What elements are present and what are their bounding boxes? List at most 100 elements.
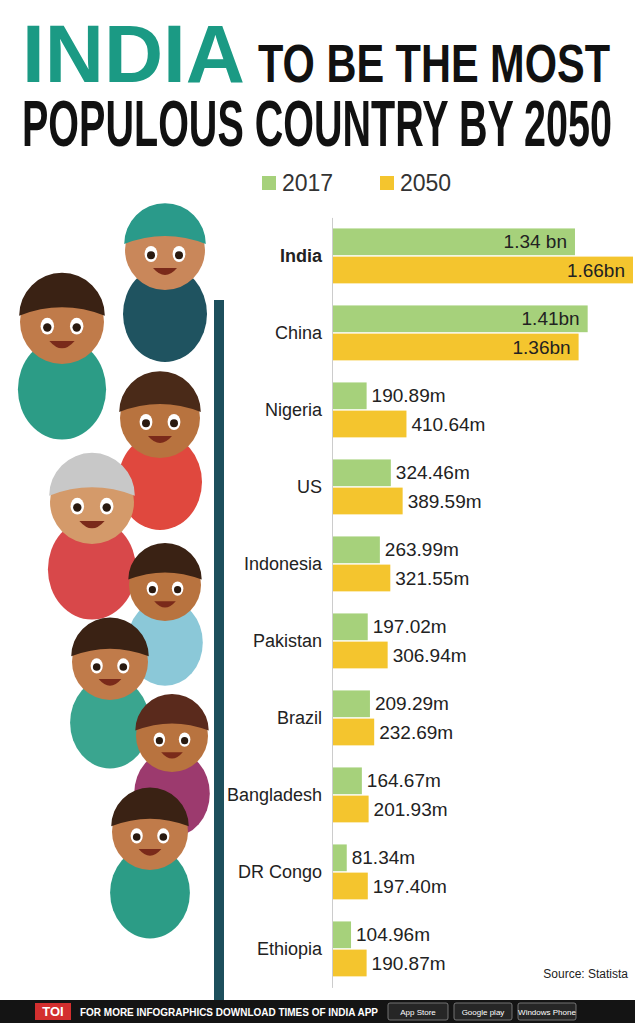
person-hair bbox=[124, 203, 206, 244]
person-eye bbox=[145, 246, 158, 262]
person-eye bbox=[71, 498, 84, 515]
person-pupil bbox=[147, 251, 155, 259]
bar bbox=[332, 228, 575, 255]
bar bbox=[332, 565, 390, 592]
data-label: 201.93m bbox=[374, 799, 448, 820]
bar bbox=[332, 411, 406, 438]
person-eye bbox=[41, 318, 54, 335]
tick: Nigeria bbox=[265, 400, 323, 420]
title: POPULOUS COUNTRY BY 2050 bbox=[22, 88, 612, 160]
category-label: Ethiopia bbox=[257, 939, 323, 959]
person-pupil bbox=[103, 503, 111, 511]
person-pupil bbox=[149, 586, 156, 593]
person-mouth bbox=[49, 341, 74, 348]
category-label: Nigeria bbox=[265, 400, 323, 420]
data-label: 263.99m bbox=[385, 539, 459, 560]
bar bbox=[332, 719, 374, 746]
category-label: China bbox=[275, 323, 323, 343]
bar bbox=[332, 921, 351, 948]
data-label: 1.41bn bbox=[522, 308, 580, 329]
tick: India bbox=[280, 246, 323, 266]
person-pupil bbox=[73, 503, 81, 511]
legend: 2017 2050 bbox=[262, 170, 451, 196]
badge-label: App Store bbox=[400, 1008, 436, 1017]
person-eye bbox=[147, 581, 159, 595]
person-pupil bbox=[133, 833, 141, 841]
data-label: 1.66bn bbox=[567, 260, 625, 281]
person-mouth bbox=[153, 268, 177, 275]
person-pupil bbox=[93, 663, 101, 671]
data-labels: 1.34 bn1.41bn190.89m324.46m263.99m197.02… bbox=[352, 231, 625, 973]
bar bbox=[332, 767, 362, 794]
person-hair bbox=[135, 694, 208, 731]
person-pupil bbox=[175, 251, 183, 259]
badge-label: Windows Phone bbox=[518, 1008, 576, 1017]
person-mouth bbox=[154, 601, 176, 607]
person-mouth bbox=[79, 521, 104, 528]
data-label: 104.96m bbox=[356, 924, 430, 945]
bar bbox=[332, 690, 370, 717]
data-label: 197.02m bbox=[373, 616, 447, 637]
person-pupil bbox=[181, 737, 188, 744]
bar bbox=[332, 642, 388, 669]
bar bbox=[332, 334, 579, 361]
person-mouth bbox=[148, 436, 172, 443]
legend-label: 2050 bbox=[400, 170, 451, 196]
person-mouth bbox=[99, 679, 122, 686]
data-label: 1.34 bn bbox=[504, 231, 567, 252]
data-label: 209.29m bbox=[375, 693, 449, 714]
data-label: 306.94m bbox=[393, 645, 467, 666]
category-label: Pakistan bbox=[253, 631, 322, 651]
person-pupil bbox=[142, 419, 150, 427]
bar bbox=[332, 257, 633, 284]
chart-root: INDIATO BE THE MOSTPOPULOUS COUNTRY BY 2… bbox=[0, 0, 635, 1023]
person-pupil bbox=[160, 833, 168, 841]
footer-logo: TOI bbox=[42, 1004, 63, 1019]
footer: TOI FOR MORE INFOGRAPHICS DOWNLOAD TIMES … bbox=[0, 1000, 635, 1023]
bars bbox=[332, 228, 633, 976]
legend-swatch bbox=[380, 176, 394, 190]
data-label: 197.40m bbox=[373, 876, 447, 897]
title: INDIA bbox=[22, 8, 245, 99]
tick: China bbox=[275, 323, 323, 343]
badge bbox=[388, 1003, 448, 1020]
tick: Pakistan bbox=[253, 631, 322, 651]
person-eye bbox=[70, 318, 83, 335]
title: TO BE THE MOST bbox=[258, 33, 610, 93]
tick: DR Congo bbox=[238, 862, 322, 882]
bar bbox=[332, 796, 369, 823]
badge-label: Google play bbox=[462, 1008, 505, 1017]
person-eye bbox=[140, 414, 153, 430]
data-label: 324.46m bbox=[396, 462, 470, 483]
illustration bbox=[18, 203, 224, 1000]
bar bbox=[332, 382, 367, 409]
category-axis: IndiaChinaNigeriaUSIndonesiaPakistanBraz… bbox=[227, 218, 333, 988]
badge bbox=[518, 1003, 576, 1020]
person-eye bbox=[172, 581, 184, 595]
person-mouth bbox=[161, 752, 183, 758]
person-eye bbox=[100, 498, 113, 515]
person bbox=[123, 203, 207, 362]
tick: US bbox=[297, 477, 322, 497]
axis-line bbox=[332, 218, 333, 988]
bar bbox=[332, 950, 367, 977]
person-eye bbox=[179, 732, 191, 746]
person-hair bbox=[49, 453, 135, 496]
bar bbox=[332, 613, 368, 640]
category-label: Bangladesh bbox=[227, 785, 322, 805]
legend-label: 2017 bbox=[282, 170, 333, 196]
person-eye bbox=[154, 732, 166, 746]
tick: Brazil bbox=[277, 708, 322, 728]
background bbox=[0, 0, 635, 1023]
person bbox=[18, 273, 106, 440]
bar bbox=[332, 536, 380, 563]
badge bbox=[454, 1003, 512, 1020]
person-eye bbox=[157, 828, 169, 843]
footer-bar bbox=[0, 1000, 635, 1023]
bar bbox=[332, 488, 403, 515]
person-pupil bbox=[156, 737, 163, 744]
footer-text: FOR MORE INFOGRAPHICS DOWNLOAD TIMES OF … bbox=[80, 1006, 378, 1018]
person-hair bbox=[128, 543, 201, 580]
bar bbox=[332, 873, 368, 900]
category-label: DR Congo bbox=[238, 862, 322, 882]
